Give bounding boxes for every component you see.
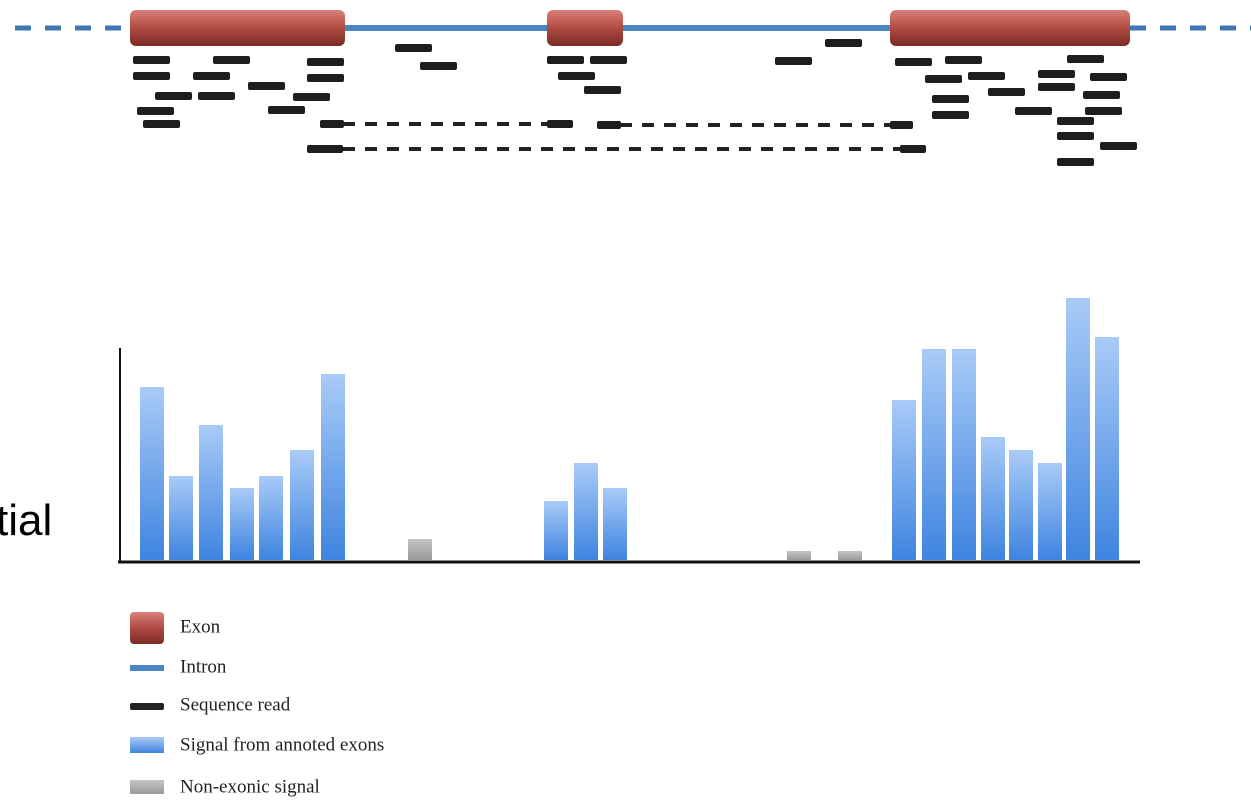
signal-bar xyxy=(574,463,598,560)
legend-label: Non-exonic signal xyxy=(180,776,320,797)
sequence-read xyxy=(547,56,584,64)
sequence-read xyxy=(1100,142,1137,150)
sequence-read xyxy=(395,44,432,52)
sequence-read xyxy=(133,56,170,64)
sequence-read xyxy=(155,92,192,100)
sequence-read xyxy=(895,58,932,66)
exon xyxy=(547,10,623,46)
sequence-read xyxy=(320,120,344,128)
signal-bar xyxy=(140,387,164,560)
sequence-read xyxy=(1038,83,1075,91)
signal-bar xyxy=(952,349,976,560)
partial-text: tial xyxy=(0,496,52,545)
sequence-read xyxy=(307,58,344,66)
legend-swatch xyxy=(130,780,164,794)
signal-bars xyxy=(140,298,1119,560)
sequence-read xyxy=(213,56,250,64)
sequence-read xyxy=(988,88,1025,96)
sequence-read xyxy=(193,72,230,80)
sequence-read xyxy=(248,82,285,90)
sequence-read xyxy=(584,86,621,94)
legend-label: Signal from annoted exons xyxy=(180,734,384,755)
sequence-read xyxy=(1090,73,1127,81)
sequence-read xyxy=(775,57,812,65)
signal-bar xyxy=(603,488,627,560)
signal-bar xyxy=(408,539,432,560)
sequence-read xyxy=(268,106,305,114)
sequence-read xyxy=(293,93,330,101)
sequence-read xyxy=(307,74,344,82)
sequence-read xyxy=(198,92,235,100)
sequence-read xyxy=(1083,91,1120,99)
legend: Exon Intron Sequence read Signal from an… xyxy=(130,612,384,797)
sequence-read xyxy=(1057,132,1094,140)
signal-bar xyxy=(169,476,193,560)
signal-bar xyxy=(230,488,254,560)
signal-bar xyxy=(544,501,568,560)
legend-swatch xyxy=(130,665,164,671)
sequence-read xyxy=(137,107,174,115)
sequence-read xyxy=(1085,107,1122,115)
signal-bar xyxy=(1095,337,1119,560)
legend-swatch xyxy=(130,737,164,753)
sequence-read xyxy=(143,120,180,128)
reads xyxy=(133,39,1137,166)
sequence-read xyxy=(547,120,573,128)
signal-bar xyxy=(321,374,345,560)
sequence-read xyxy=(133,72,170,80)
exon xyxy=(890,10,1130,46)
sequence-read xyxy=(932,95,969,103)
sequence-read xyxy=(307,145,343,153)
sequence-read xyxy=(420,62,457,70)
signal-bar xyxy=(892,400,916,560)
sequence-read xyxy=(900,145,926,153)
signal-bar xyxy=(199,425,223,560)
legend-label: Sequence read xyxy=(180,694,291,715)
sequence-read xyxy=(597,121,621,129)
legend-label: Intron xyxy=(180,656,227,677)
signal-bar xyxy=(922,349,946,560)
signal-bar xyxy=(1009,450,1033,560)
sequence-read xyxy=(825,39,862,47)
legend-swatch xyxy=(130,612,164,644)
legend-label: Exon xyxy=(180,616,221,637)
sequence-read xyxy=(932,111,969,119)
sequence-read xyxy=(890,121,913,129)
signal-bar xyxy=(1066,298,1090,560)
signal-bar xyxy=(290,450,314,560)
sequence-read xyxy=(1067,55,1104,63)
signal-bar xyxy=(981,437,1005,560)
paired-reads xyxy=(343,122,900,151)
sequence-read xyxy=(1057,117,1094,125)
sequence-read xyxy=(1038,70,1075,78)
exon xyxy=(130,10,345,46)
legend-swatch xyxy=(130,703,164,710)
gene-model xyxy=(15,10,1251,46)
signal-bar xyxy=(787,551,811,560)
signal-bar xyxy=(838,551,862,560)
sequence-read xyxy=(925,75,962,83)
signal-bar xyxy=(259,476,283,560)
sequence-read xyxy=(1015,107,1052,115)
sequence-read xyxy=(945,56,982,64)
sequence-read xyxy=(1057,158,1094,166)
sequence-read xyxy=(558,72,595,80)
sequence-read xyxy=(590,56,627,64)
sequence-read xyxy=(968,72,1005,80)
signal-bar xyxy=(1038,463,1062,560)
